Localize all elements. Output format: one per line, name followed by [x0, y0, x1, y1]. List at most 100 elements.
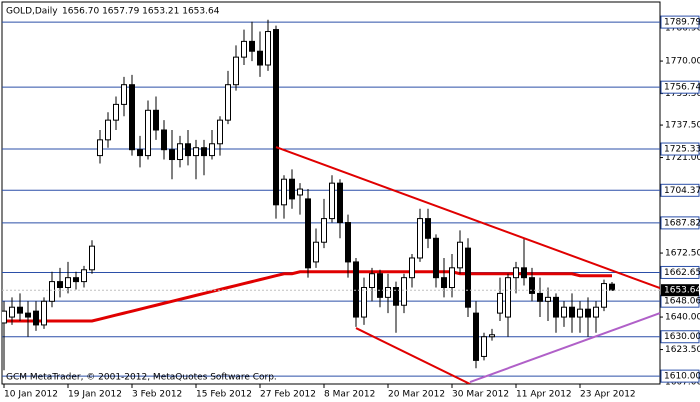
level-label-box [660, 216, 700, 230]
candle-body [217, 119, 223, 145]
level-label: 1704.37 [664, 186, 700, 196]
candle-body [177, 143, 183, 161]
candle-body [569, 306, 575, 318]
candle-body [57, 281, 63, 289]
candle-body [497, 292, 503, 314]
candle-body [481, 336, 487, 357]
chart-title: GOLD,Daily [6, 7, 58, 17]
level-label-box [660, 265, 700, 279]
candle-body [433, 237, 439, 279]
candle-body [489, 334, 495, 338]
candle-body [449, 267, 455, 289]
candle-body [145, 109, 151, 157]
candle-body [137, 149, 143, 157]
candle-body [209, 143, 215, 157]
candle-body [361, 287, 367, 318]
candle-body [601, 283, 607, 308]
candle-body [257, 50, 263, 66]
plot-area [2, 19, 660, 384]
candle-body [369, 273, 375, 289]
level-label: 1789.79 [664, 18, 700, 28]
copyright: GCM MetaTrader, © 2001-2012, MetaQuotes … [6, 373, 277, 383]
candle-body [577, 308, 583, 318]
candle-body [465, 247, 471, 308]
candle-body [89, 245, 95, 271]
candle-body [345, 222, 351, 263]
candle-body [153, 109, 159, 131]
candle-body [265, 31, 271, 66]
candle-body [33, 310, 39, 326]
level-label: 1687.82 [664, 218, 700, 228]
candle-body [25, 312, 31, 318]
candle-body [129, 84, 135, 151]
x-tick-label: 11 Apr 2012 [516, 390, 572, 400]
x-tick-label: 23 Apr 2012 [580, 390, 636, 400]
x-tick-label: 15 Feb 2012 [196, 390, 252, 400]
x-tick-label: 10 Jan 2012 [4, 390, 58, 400]
level-label: 1756.74 [664, 83, 700, 93]
candle-body [377, 273, 383, 298]
y-tick-label: 1737.50 [665, 121, 700, 131]
candle-body [65, 277, 71, 289]
y-tick-label: 1770.00 [665, 57, 700, 67]
candle-body [505, 277, 511, 318]
current-price-box [661, 284, 699, 297]
candle-body [561, 306, 567, 318]
candle-body [225, 84, 231, 121]
x-tick-label: 20 Mar 2012 [388, 390, 445, 400]
y-tick-label: 1623.50 [665, 345, 700, 355]
x-tick-label: 19 Jan 2012 [68, 390, 122, 400]
trendline [355, 327, 471, 384]
candle-body [537, 292, 543, 302]
candle-body [353, 261, 359, 318]
current-price-label: 1653.64 [664, 286, 700, 296]
candle-body [409, 257, 415, 279]
candle-body [401, 277, 407, 306]
candle-body [417, 218, 423, 259]
candle-body [529, 277, 535, 294]
candle-body [457, 241, 463, 269]
candle-body [241, 40, 247, 58]
candle-body [513, 267, 519, 279]
y-tick-label: 1721.00 [665, 153, 700, 163]
candle-body [161, 129, 167, 151]
candle-body [385, 287, 391, 298]
level-label-box [660, 369, 700, 383]
candle-body [249, 40, 255, 52]
candle-body [593, 306, 599, 318]
candle-body [41, 300, 47, 326]
candle-body [17, 306, 23, 314]
candle-body [441, 277, 447, 289]
candle-body [609, 283, 615, 291]
candle-body [49, 281, 55, 302]
candle-body [193, 147, 199, 157]
candle-body [313, 241, 319, 263]
x-tick-label: 3 Feb 2012 [132, 390, 182, 400]
candle-body [297, 188, 303, 196]
candle-body [305, 198, 311, 269]
y-tick-label: 1753.50 [665, 89, 700, 99]
candle-body [121, 84, 127, 105]
candle-body [473, 312, 479, 361]
candle-body [201, 147, 207, 157]
candle-body [9, 306, 15, 318]
candle-body [289, 178, 295, 200]
y-tick-label: 1672.50 [665, 249, 700, 259]
candle-body [81, 269, 87, 283]
candle-body [169, 149, 175, 161]
candle-body [113, 103, 119, 121]
candle-body [337, 182, 343, 224]
candle-body [73, 277, 79, 283]
level-label: 1648.06 [664, 297, 700, 307]
x-tick-label: 30 Mar 2012 [452, 390, 509, 400]
candle-body [393, 287, 399, 306]
candle-body [281, 178, 287, 206]
candle-body [585, 308, 591, 318]
title-ohlc: 1656.70 1657.79 1653.21 1653.64 [62, 7, 220, 17]
x-tick-label: 27 Feb 2012 [260, 390, 316, 400]
candle-body [425, 218, 431, 239]
x-tick-label: 8 Mar 2012 [324, 390, 375, 400]
level-label-box [660, 15, 700, 29]
candle-body [233, 56, 239, 86]
